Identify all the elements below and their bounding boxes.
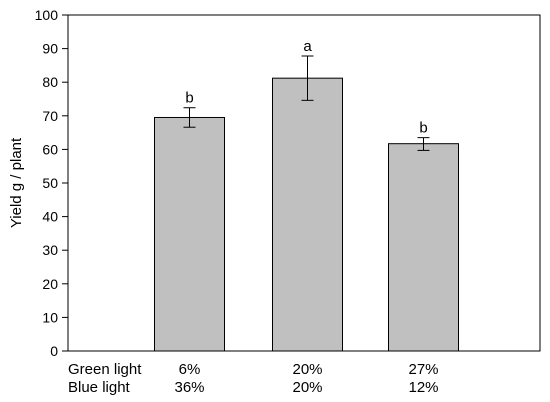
bar <box>154 116 225 352</box>
y-tick-label: 80 <box>42 74 58 90</box>
bar <box>388 143 459 352</box>
y-axis-title: Yield g / plant <box>8 137 25 228</box>
bar <box>272 77 343 352</box>
y-tick-label: 30 <box>42 242 58 258</box>
blue-light-value: 20% <box>292 379 322 396</box>
significance-letter: b <box>419 120 427 137</box>
y-tick-label: 90 <box>42 41 58 57</box>
y-tick-label: 0 <box>50 343 58 359</box>
blue-light-value: 36% <box>174 379 204 396</box>
y-tick-label: 50 <box>42 175 58 191</box>
blue-light-value: 12% <box>408 379 438 396</box>
y-tick-label: 20 <box>42 276 58 292</box>
green-light-value: 6% <box>179 361 201 378</box>
green-light-value: 27% <box>408 361 438 378</box>
y-tick-label: 70 <box>42 108 58 124</box>
green-light-row-label: Green light <box>68 361 142 378</box>
significance-letter: a <box>303 38 312 55</box>
green-light-value: 20% <box>292 361 322 378</box>
significance-letter: b <box>185 90 193 107</box>
y-tick-label: 10 <box>42 309 58 325</box>
y-tick-label: 100 <box>35 7 59 23</box>
y-tick-label: 40 <box>42 209 58 225</box>
y-tick-label: 60 <box>42 141 58 157</box>
blue-light-row-label: Blue light <box>68 379 131 396</box>
